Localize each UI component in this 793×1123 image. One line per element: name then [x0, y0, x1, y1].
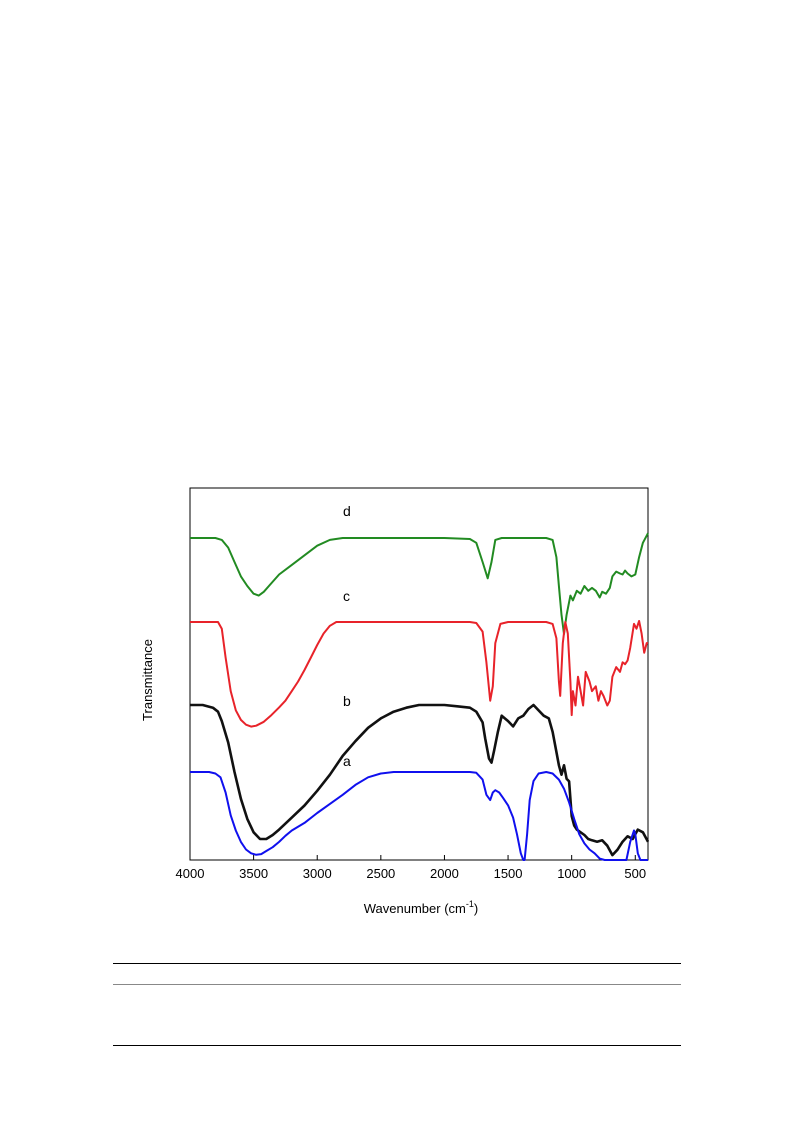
- curve-label-b: b: [343, 693, 351, 709]
- curve-b: [190, 703, 650, 857]
- plot-frame: [189, 487, 649, 861]
- curve-label-a: a: [343, 753, 351, 769]
- curve-a: [190, 771, 648, 861]
- x-tick-label: 500: [624, 866, 646, 881]
- x-tick-label: 2000: [430, 866, 459, 881]
- curves-group: [190, 532, 650, 861]
- x-tick-label: 1000: [557, 866, 586, 881]
- curve-c: [190, 620, 648, 728]
- x-tick-label: 2500: [366, 866, 395, 881]
- curve-label-d: d: [343, 503, 351, 519]
- x-axis-label-sup: -1: [466, 899, 474, 909]
- x-tick-label: 1500: [494, 866, 523, 881]
- x-tick-label: 4000: [176, 866, 205, 881]
- x-axis-label-close: ): [474, 901, 478, 916]
- x-axis-label-main: Wavenumber (cm: [364, 901, 466, 916]
- x-tick-label: 3000: [303, 866, 332, 881]
- table-header-rule: [113, 984, 681, 985]
- curve-d: [190, 532, 649, 635]
- x-axis-label: Wavenumber (cm-1): [364, 899, 478, 916]
- x-tick-label: 3500: [239, 866, 268, 881]
- y-axis-label: Transmittance: [140, 639, 155, 721]
- x-axis-ticks: 4000 3500 3000 2500 2000 1500 1000 500: [176, 855, 646, 881]
- table-top-rule: [113, 963, 681, 964]
- curve-label-c: c: [343, 588, 350, 604]
- curve-labels-group: d c b a: [343, 503, 351, 769]
- table-bottom-rule: [113, 1045, 681, 1046]
